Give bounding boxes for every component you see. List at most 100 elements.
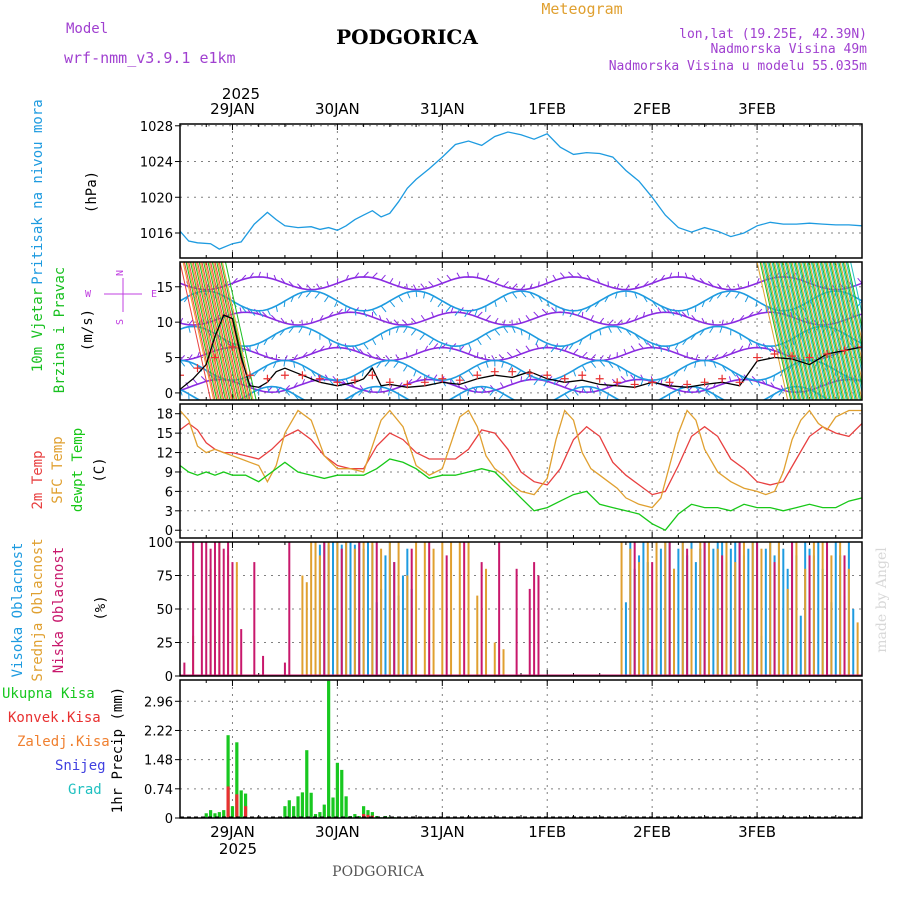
- wind-streak: [194, 262, 226, 400]
- wind-barb: [596, 278, 601, 284]
- top-day-label: 2FEB: [633, 100, 671, 118]
- wind-plot-area: [180, 262, 862, 412]
- wind-barb: [747, 311, 754, 318]
- wind-barb: [334, 300, 338, 308]
- wind-barb: [363, 310, 367, 318]
- precip-bar: [296, 796, 300, 818]
- gust-mark: [648, 378, 657, 387]
- wind-barb: [625, 317, 631, 324]
- wind-barb: [378, 315, 382, 321]
- wind-barb: [419, 333, 426, 341]
- precip-bar: [370, 812, 374, 818]
- wind-streak: [781, 262, 814, 400]
- cloud-bar: [773, 562, 776, 676]
- cloud-bar: [786, 588, 789, 676]
- wind-barb: [778, 389, 784, 396]
- wind-barb: [721, 365, 727, 372]
- wind-barb: [454, 309, 461, 316]
- wind-barb: [328, 343, 333, 349]
- wind-barb: [256, 343, 260, 350]
- wind-barb: [599, 360, 606, 367]
- precip-legend-item: Zaledj.Kisa: [17, 734, 110, 750]
- wind-barb: [349, 393, 356, 400]
- ytick-label: 0: [165, 387, 173, 402]
- wind-streak: [797, 262, 830, 400]
- bottom-day-label: 2FEB: [633, 823, 671, 841]
- wind-barb: [594, 300, 601, 308]
- gust-mark: [683, 380, 692, 389]
- wind-barb: [262, 311, 268, 318]
- wind-barb: [577, 309, 583, 316]
- wind-barb: [258, 271, 261, 278]
- cloud-bar: [432, 548, 435, 676]
- wind-barb: [467, 271, 470, 277]
- cloud-bar: [703, 542, 706, 676]
- wind-barb: [604, 295, 609, 303]
- cloud-bar: [629, 548, 632, 676]
- wind-barb: [494, 328, 501, 336]
- wind-barb: [328, 378, 334, 386]
- wind-barb: [642, 338, 648, 346]
- precip-bar: [362, 806, 366, 818]
- cloud-ylabel-3: Niska Oblacnost: [51, 547, 67, 673]
- wind-barb: [747, 338, 753, 346]
- wind-streak: [778, 262, 811, 400]
- wind-streak: [185, 262, 218, 400]
- ytick-label: 3: [165, 505, 173, 520]
- cloud-bar: [638, 562, 641, 676]
- wind-streak: [768, 262, 800, 400]
- cloud-bar: [366, 542, 369, 676]
- precip-bar: [353, 814, 357, 818]
- cloud-bar: [213, 542, 216, 676]
- wind-barb: [393, 319, 399, 326]
- cloud-bar: [476, 595, 479, 676]
- wind-barb: [701, 317, 706, 324]
- wind-barb: [756, 379, 761, 387]
- precip-bar: [309, 792, 313, 818]
- precip-bar: [313, 814, 318, 818]
- wind-barb: [520, 284, 526, 290]
- wind-barb: [413, 370, 417, 377]
- wind-barb: [308, 329, 312, 336]
- wind-barb: [240, 305, 247, 313]
- wind-barb: [336, 343, 342, 350]
- precip-bar: [243, 806, 248, 818]
- wind-barb: [393, 361, 399, 369]
- wind-streak: [826, 262, 859, 400]
- cloud-bar: [305, 582, 308, 676]
- wind-barb: [515, 348, 522, 355]
- wind-barb: [642, 295, 648, 303]
- top-day-label: 30JAN: [315, 100, 360, 118]
- gust-mark: [438, 374, 447, 383]
- cloud-bar: [362, 542, 365, 676]
- wind-barb: [180, 360, 186, 367]
- wind-barb: [664, 374, 671, 382]
- wind-barb: [669, 382, 674, 388]
- wind-barb: [529, 406, 530, 412]
- wind-barb: [581, 386, 587, 394]
- wind-barb: [581, 365, 587, 372]
- wind-barb: [489, 389, 496, 396]
- cloud-bar: [738, 542, 741, 676]
- wind-barb-row: [180, 276, 862, 291]
- wind-barb: [253, 369, 260, 377]
- wind-barb: [371, 309, 377, 316]
- ytick-label: 15: [156, 281, 173, 296]
- wind-barb: [564, 393, 571, 400]
- wind-barb: [643, 281, 649, 287]
- wind-barb: [525, 345, 531, 352]
- wind-barb: [669, 272, 673, 278]
- wind-barb: [280, 317, 286, 324]
- wind-barb: [375, 354, 382, 360]
- wind-streak: [762, 262, 795, 400]
- bottom-day-label: 30JAN: [315, 823, 360, 841]
- wind-barb: [660, 274, 665, 281]
- wind-barb: [677, 310, 683, 318]
- wind-streak: [803, 262, 835, 400]
- wind-barb: [297, 283, 303, 290]
- wind-barb: [361, 370, 365, 377]
- wind-streak: [787, 262, 819, 400]
- wind-barb: [367, 351, 373, 358]
- wind-barb: [719, 326, 723, 333]
- gust-mark: [613, 378, 622, 387]
